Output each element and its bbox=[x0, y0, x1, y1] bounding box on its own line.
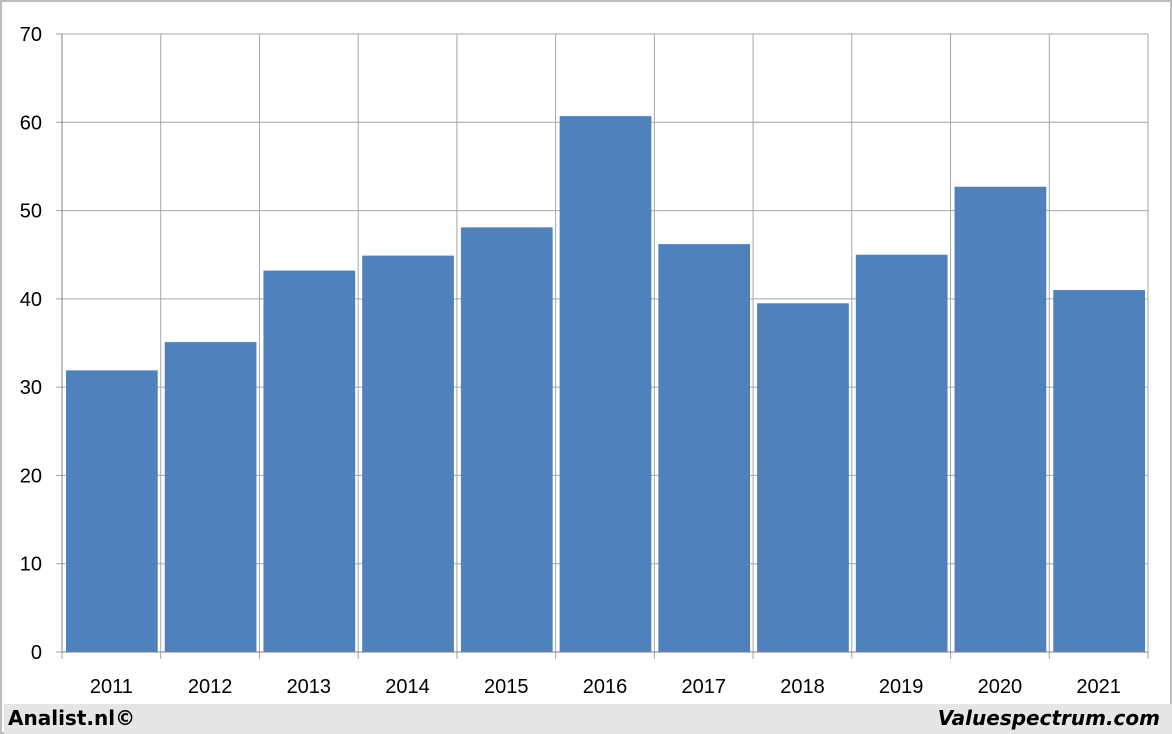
y-tick-label: 30 bbox=[20, 377, 42, 399]
footer-credit-left: Analist.nl© bbox=[8, 706, 136, 730]
x-tick-label: 2018 bbox=[780, 676, 825, 698]
x-tick-label: 2019 bbox=[879, 676, 924, 698]
x-tick-label: 2013 bbox=[287, 676, 332, 698]
y-tick-label: 50 bbox=[20, 201, 42, 223]
bar-2013 bbox=[263, 270, 356, 652]
footer-credit-right: Valuespectrum.com bbox=[937, 706, 1160, 730]
bar-2019 bbox=[855, 254, 948, 652]
y-tick-label: 20 bbox=[20, 465, 42, 487]
bar-2021 bbox=[1053, 290, 1145, 652]
bar-2017 bbox=[658, 244, 751, 652]
x-tick-label: 2014 bbox=[385, 676, 430, 698]
bar-chart: 0 10 20 30 40 50 60 70 2011 2012 2013 2014 2015 2016 2… bbox=[20, 24, 1149, 698]
bar-2016 bbox=[559, 116, 652, 652]
y-tick-label: 70 bbox=[20, 24, 42, 46]
y-tick-label: 0 bbox=[31, 642, 42, 664]
bar-2012 bbox=[164, 342, 257, 652]
x-tick-label: 2016 bbox=[583, 676, 628, 698]
y-tick-label: 40 bbox=[20, 289, 42, 311]
x-tick-label: 2011 bbox=[90, 676, 133, 698]
footer-bar: Analist.nl© Valuespectrum.com bbox=[4, 704, 1172, 734]
x-tick-label: 2012 bbox=[188, 676, 233, 698]
y-tick-label: 10 bbox=[20, 554, 42, 576]
bar-2015 bbox=[460, 227, 553, 653]
bar-2014 bbox=[362, 255, 454, 652]
x-tick-label: 2020 bbox=[978, 676, 1023, 698]
x-tick-label: 2017 bbox=[681, 676, 726, 698]
x-tick-label: 2021 bbox=[1076, 676, 1121, 698]
x-tick-label: 2015 bbox=[484, 676, 529, 698]
bar-2020 bbox=[954, 186, 1047, 652]
bar-2011 bbox=[66, 370, 158, 652]
y-tick-label: 60 bbox=[20, 112, 42, 134]
bar-2018 bbox=[757, 303, 849, 652]
